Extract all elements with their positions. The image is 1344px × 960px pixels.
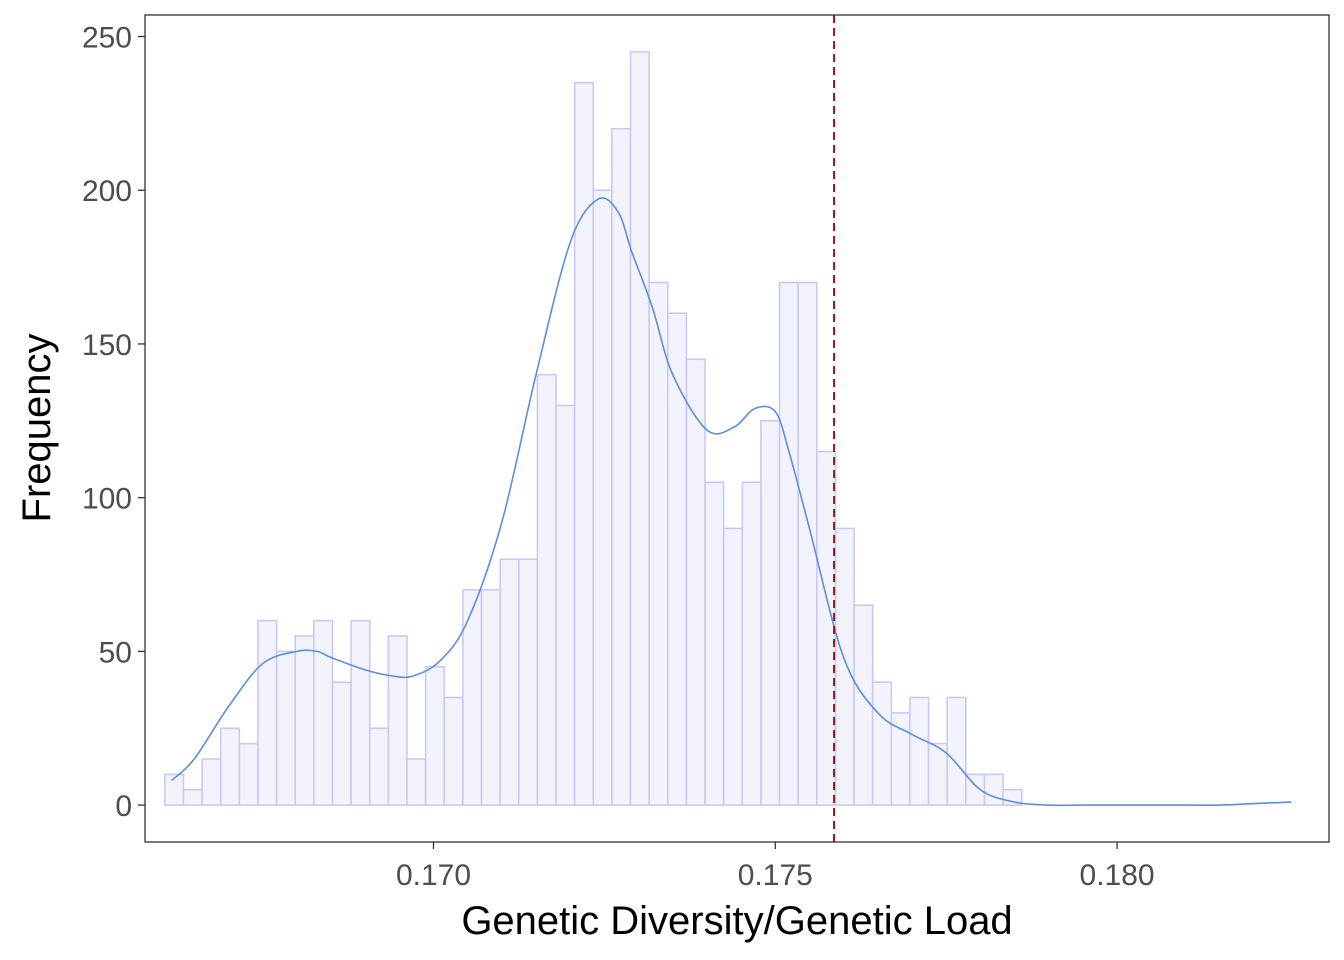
- histogram-bar: [182, 788, 203, 806]
- histogram-bars: [164, 51, 1023, 806]
- histogram-bar: [313, 619, 334, 806]
- density-curve: [171, 197, 1292, 807]
- x-axis: 0.170 0.175 0.180: [396, 842, 1155, 892]
- histogram-bar: [927, 742, 949, 806]
- histogram-bar: [294, 635, 315, 806]
- histogram-bar: [350, 619, 371, 806]
- histogram-bar: [853, 604, 874, 806]
- histogram-bar: [983, 773, 1004, 806]
- histogram-bar: [480, 589, 501, 806]
- y-tick-label: 0: [115, 790, 132, 823]
- histogram-bar: [275, 650, 297, 806]
- histogram-bar: [331, 681, 352, 806]
- histogram-bar: [629, 51, 650, 806]
- histogram-bar: [890, 712, 911, 806]
- y-tick-label: 250: [82, 22, 132, 55]
- y-tick-label: 100: [82, 483, 132, 516]
- histogram-bar: [443, 696, 464, 806]
- histogram-bar: [834, 527, 855, 806]
- histogram-bar: [592, 189, 613, 806]
- histogram-bar: [909, 696, 930, 806]
- histogram-bar: [555, 404, 576, 806]
- histogram-bar: [648, 281, 669, 806]
- y-axis-title: Frequency: [15, 334, 59, 523]
- histogram-bar: [219, 727, 241, 806]
- y-tick-label: 200: [82, 175, 132, 208]
- histogram-bar: [368, 727, 390, 806]
- histogram-bar: [666, 312, 688, 806]
- x-axis-title: Genetic Diversity/Genetic Load: [461, 899, 1012, 943]
- histogram-bar: [406, 758, 427, 806]
- histogram-bar: [517, 558, 539, 806]
- histogram-bar: [816, 450, 837, 806]
- histogram-bar: [741, 481, 762, 806]
- y-tick-label: 50: [99, 636, 132, 669]
- histogram-bar: [704, 481, 725, 806]
- x-tick-label: 0.180: [1080, 859, 1155, 892]
- histogram-bar: [424, 665, 446, 806]
- histogram-bar: [238, 742, 259, 806]
- y-tick-label: 150: [82, 329, 132, 362]
- y-axis: 0 50 100 150 200 250: [82, 22, 145, 823]
- histogram-bar: [871, 681, 893, 806]
- histogram-bar: [387, 635, 408, 806]
- x-tick-label: 0.175: [738, 859, 813, 892]
- panel-border: [144, 14, 1330, 843]
- histogram-bar: [499, 558, 520, 806]
- histogram-bar: [946, 696, 967, 806]
- histogram-bar: [257, 619, 278, 806]
- histogram-bar: [722, 527, 744, 806]
- histogram-bar: [611, 127, 632, 806]
- histogram-bar: [201, 758, 222, 806]
- x-tick-label: 0.170: [396, 859, 471, 892]
- histogram-bar: [778, 281, 799, 806]
- histogram-bar: [573, 81, 595, 806]
- histogram-bar: [536, 373, 557, 806]
- histogram-bar: [462, 589, 483, 806]
- histogram-bar: [760, 420, 781, 806]
